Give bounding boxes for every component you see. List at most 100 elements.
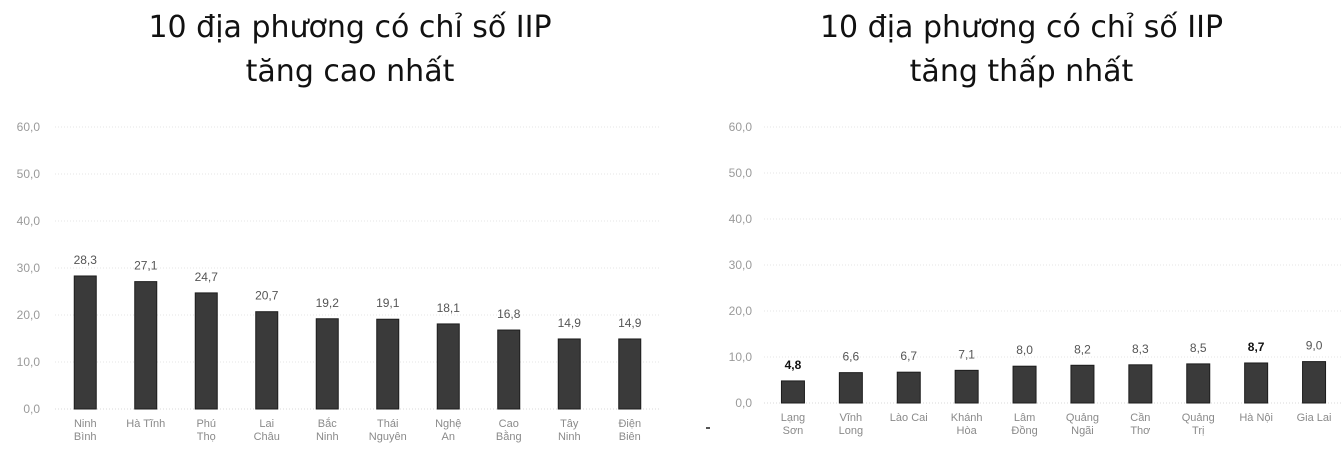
bar bbox=[1186, 363, 1211, 404]
data-label: 8,2 bbox=[1074, 342, 1091, 356]
data-label: 6,6 bbox=[843, 350, 860, 364]
chart-title-line1: 10 địa phương có chỉ số IIP bbox=[819, 10, 1224, 45]
bar bbox=[194, 292, 218, 410]
bar-chart-highest: 0,010,020,030,040,050,060,028,3NinhBình2… bbox=[17, 120, 660, 443]
x-tick-label: Gia Lai bbox=[1297, 412, 1332, 424]
x-tick-label: Phú bbox=[196, 418, 216, 430]
bar bbox=[73, 275, 97, 410]
x-tick-label: Ninh bbox=[74, 418, 97, 430]
bar bbox=[780, 380, 805, 404]
x-tick-label: Bắc bbox=[318, 417, 337, 430]
x-tick-label: Hà Nội bbox=[1239, 412, 1273, 424]
bar bbox=[1128, 364, 1153, 404]
chart-title-highest: 10 địa phương có chỉ số IIP tăng cao nhấ… bbox=[0, 6, 700, 94]
x-tick-label: Long bbox=[839, 425, 863, 437]
data-label: 4,8 bbox=[785, 358, 802, 372]
y-tick-label: 60,0 bbox=[729, 120, 753, 134]
chart-title-lowest: 10 địa phương có chỉ số IIP tăng thấp nh… bbox=[700, 6, 1343, 94]
data-label: 28,3 bbox=[74, 253, 98, 267]
bar bbox=[134, 281, 158, 410]
y-tick-label: 10,0 bbox=[729, 350, 753, 364]
x-tick-label: Khánh bbox=[951, 412, 983, 424]
x-tick-label: Lào Cai bbox=[890, 412, 928, 424]
y-tick-label: 40,0 bbox=[729, 212, 753, 226]
data-label: 27,1 bbox=[134, 259, 158, 273]
y-tick-label: 0,0 bbox=[735, 396, 752, 410]
bar bbox=[376, 318, 400, 410]
data-label: 6,7 bbox=[900, 349, 917, 363]
data-label: 14,9 bbox=[618, 316, 642, 330]
x-tick-label: An bbox=[442, 431, 455, 443]
x-tick-label: Điện bbox=[618, 418, 641, 430]
x-tick-label: Bằng bbox=[496, 430, 522, 443]
x-tick-label: Thọ bbox=[197, 431, 216, 443]
x-tick-label: Lạng bbox=[781, 412, 805, 424]
x-tick-label: Hà Tĩnh bbox=[126, 418, 165, 430]
y-tick-label: 50,0 bbox=[729, 166, 753, 180]
bar bbox=[954, 369, 979, 404]
data-label: 8,7 bbox=[1248, 340, 1265, 354]
bar bbox=[255, 311, 279, 410]
chart-panel-lowest: 10 địa phương có chỉ số IIP tăng thấp nh… bbox=[700, 0, 1343, 457]
y-tick-label: 20,0 bbox=[729, 304, 753, 318]
x-tick-label: Thơ bbox=[1130, 425, 1150, 437]
y-tick-label: 60,0 bbox=[17, 120, 41, 134]
data-label: 8,0 bbox=[1016, 343, 1033, 357]
data-label: 20,7 bbox=[255, 289, 279, 303]
y-tick-label: 30,0 bbox=[729, 258, 753, 272]
y-tick-label: 20,0 bbox=[17, 308, 41, 322]
data-label: 9,0 bbox=[1306, 339, 1323, 353]
x-tick-label: Ninh bbox=[316, 431, 339, 443]
data-label: 8,5 bbox=[1190, 341, 1207, 355]
chart-title-line2: tăng cao nhất bbox=[245, 54, 455, 89]
data-label: 19,2 bbox=[316, 296, 340, 310]
bar bbox=[1012, 365, 1037, 404]
bar bbox=[896, 371, 921, 404]
x-tick-label: Lai bbox=[259, 418, 274, 430]
x-tick-label: Bình bbox=[74, 431, 97, 443]
x-tick-label: Ngãi bbox=[1071, 425, 1094, 437]
y-tick-label: 30,0 bbox=[17, 261, 41, 275]
data-label: 19,1 bbox=[376, 296, 400, 310]
bar bbox=[1302, 361, 1327, 404]
bar bbox=[838, 372, 863, 404]
x-tick-label: Trị bbox=[1192, 425, 1204, 437]
x-tick-label: Vĩnh bbox=[840, 412, 863, 424]
data-label: 24,7 bbox=[195, 270, 219, 284]
x-tick-label: Châu bbox=[254, 431, 280, 443]
x-tick-label: Đồng bbox=[1011, 425, 1037, 437]
x-tick-label: Nghệ bbox=[435, 418, 461, 430]
bar bbox=[315, 318, 339, 410]
y-tick-label: 0,0 bbox=[23, 402, 40, 416]
x-tick-label: Nguyên bbox=[369, 431, 407, 443]
data-label: 8,3 bbox=[1132, 342, 1149, 356]
bar bbox=[436, 323, 460, 410]
x-tick-label: Ninh bbox=[558, 431, 581, 443]
x-tick-label: Tây bbox=[560, 418, 579, 430]
stray-mark bbox=[706, 427, 710, 429]
chart-title-line1: 10 địa phương có chỉ số IIP bbox=[148, 10, 552, 45]
y-tick-label: 50,0 bbox=[17, 167, 41, 181]
data-label: 14,9 bbox=[558, 316, 582, 330]
x-tick-label: Biên bbox=[619, 431, 641, 443]
y-tick-label: 10,0 bbox=[17, 355, 41, 369]
bar bbox=[497, 329, 521, 410]
x-tick-label: Sơn bbox=[783, 425, 804, 437]
x-tick-label: Lâm bbox=[1014, 412, 1035, 424]
y-tick-label: 40,0 bbox=[17, 214, 41, 228]
chart-panel-highest: 10 địa phương có chỉ số IIP tăng cao nhấ… bbox=[0, 6, 700, 443]
bar bbox=[1244, 362, 1269, 404]
chart-title-line2: tăng thấp nhất bbox=[909, 54, 1134, 89]
x-tick-label: Cao bbox=[499, 418, 519, 430]
x-tick-label: Hòa bbox=[957, 425, 978, 437]
data-label: 18,1 bbox=[437, 301, 461, 315]
x-tick-label: Cần bbox=[1130, 412, 1150, 424]
data-label: 7,1 bbox=[958, 347, 975, 361]
data-label: 16,8 bbox=[497, 307, 521, 321]
x-tick-label: Quảng bbox=[1066, 412, 1099, 424]
x-tick-label: Thái bbox=[377, 418, 398, 430]
bar bbox=[618, 338, 642, 410]
bar bbox=[557, 338, 581, 410]
x-tick-label: Quảng bbox=[1182, 412, 1215, 424]
